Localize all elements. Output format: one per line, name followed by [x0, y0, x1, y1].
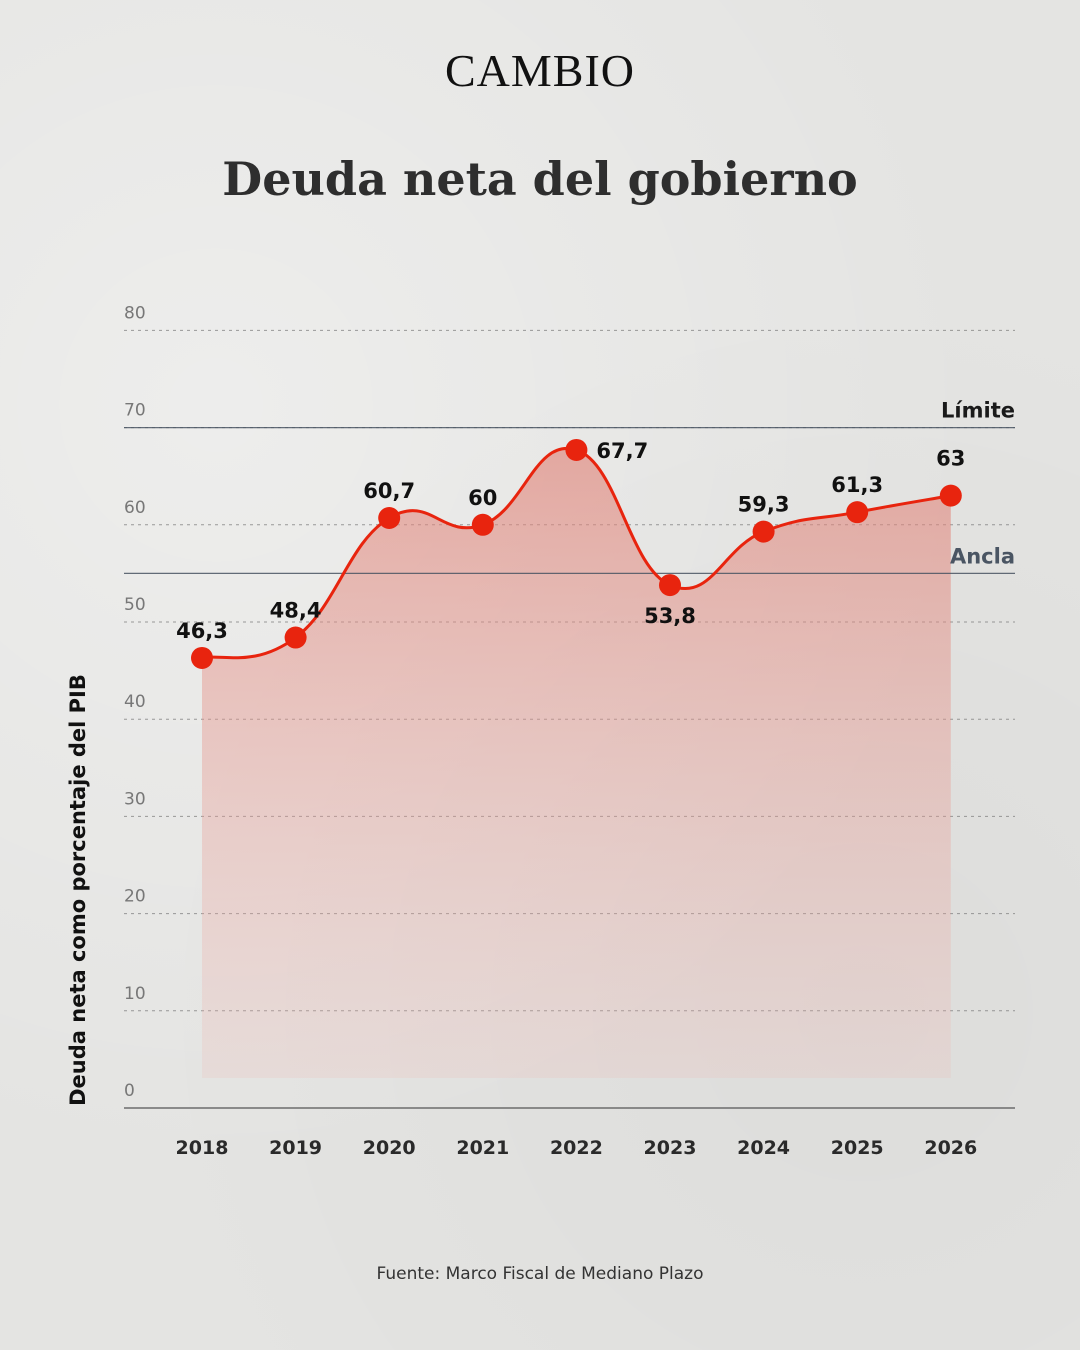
x-axis: 2018 2019 2020 2021 2022 2023 2024 2025 2026 — [176, 1137, 978, 1159]
data-point — [378, 506, 401, 529]
x-tick-label: 2022 — [550, 1137, 603, 1159]
x-tick-label: 2025 — [831, 1137, 884, 1159]
data-point — [846, 501, 869, 524]
data-label: 60,7 — [363, 479, 415, 503]
y-tick-label: 80 — [124, 303, 146, 323]
data-label: 48,4 — [270, 599, 322, 623]
data-labels: 46,3 48,4 60,7 60 67,7 53,8 59,3 61,3 63 — [176, 439, 965, 643]
data-label: 46,3 — [176, 619, 228, 643]
x-tick-label: 2026 — [924, 1137, 977, 1159]
data-point — [659, 574, 681, 597]
data-point — [565, 438, 588, 461]
data-label: 63 — [936, 447, 965, 471]
y-tick-label: 40 — [124, 692, 146, 712]
x-tick-label: 2020 — [363, 1137, 416, 1159]
y-tick-label: 50 — [124, 595, 146, 615]
y-tick-label: 30 — [124, 789, 146, 809]
reference-line-label: Ancla — [950, 544, 1015, 568]
reference-line-label: Límite — [941, 399, 1015, 423]
brand-logo: CAMBIO — [444, 45, 636, 96]
x-tick-label: 2024 — [737, 1137, 790, 1159]
y-tick-label: 60 — [124, 498, 146, 518]
y-tick-label: 20 — [124, 887, 146, 907]
data-point — [191, 646, 213, 669]
data-point — [471, 513, 494, 536]
data-label: 61,3 — [831, 473, 883, 497]
data-point — [939, 484, 962, 507]
data-label: 59,3 — [738, 493, 790, 517]
area-fill — [202, 448, 951, 1078]
data-point — [752, 520, 775, 543]
y-tick-label: 0 — [124, 1081, 135, 1101]
data-points — [191, 438, 962, 669]
y-tick-label: 70 — [124, 401, 146, 421]
x-tick-label: 2019 — [269, 1137, 322, 1159]
area-fill-layer — [202, 448, 951, 1078]
y-tick-label: 10 — [124, 984, 146, 1004]
x-tick-label: 2023 — [644, 1137, 697, 1159]
data-point — [284, 626, 307, 649]
reference-lines: Límite Ancla — [124, 399, 1015, 575]
y-axis-label: Deuda neta como porcentaje del PIB — [66, 674, 90, 1106]
data-label: 67,7 — [596, 439, 648, 463]
data-label: 60 — [468, 486, 497, 510]
source-note: Fuente: Marco Fiscal de Mediano Plazo — [376, 1264, 704, 1284]
x-tick-label: 2021 — [456, 1137, 509, 1159]
data-label: 53,8 — [644, 604, 696, 628]
chart-title: Deuda neta del gobierno — [222, 152, 858, 206]
x-tick-label: 2018 — [176, 1137, 229, 1159]
